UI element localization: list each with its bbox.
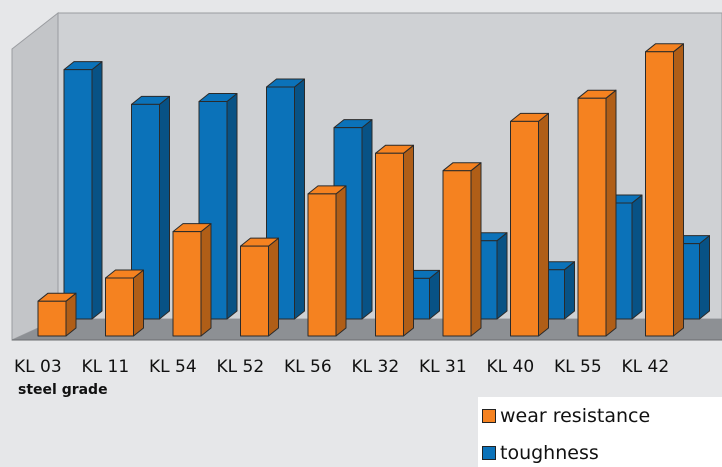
bar-wear-resistance-side [403, 144, 414, 337]
bar-wear-resistance [375, 144, 414, 337]
bar-wear-resistance-front [577, 97, 607, 337]
bar-toughness-side [159, 95, 170, 320]
bar-toughness-side [631, 194, 643, 320]
bar-wear-resistance [172, 223, 212, 337]
x-tick-label: KL 52 [217, 357, 265, 377]
bar-wear-resistance-front [240, 245, 269, 337]
bar-wear-resistance-side [605, 89, 617, 337]
x-tick-label: KL 40 [487, 357, 535, 377]
x-tick-label: KL 55 [554, 357, 602, 377]
x-tick-label: KL 31 [419, 357, 467, 377]
legend-swatch-wear-resistance [482, 409, 496, 423]
bar-toughness-side [294, 78, 305, 320]
bar-wear-resistance-front [510, 120, 539, 337]
bar-wear-resistance [645, 43, 684, 337]
bar-wear-resistance-side [268, 237, 279, 337]
bar-wear-resistance [37, 292, 77, 337]
bar-toughness [131, 95, 170, 320]
bar-toughness-side [699, 235, 710, 320]
chart-side-wall [11, 11, 59, 341]
bar-toughness [63, 61, 103, 320]
bar-toughness-front [131, 103, 160, 320]
bar-toughness-side [496, 232, 508, 320]
bar-wear-resistance-front [375, 152, 404, 337]
bar-toughness-front [63, 69, 93, 320]
bar-wear-resistance-side [133, 269, 144, 337]
bar-wear-resistance-front [172, 231, 202, 337]
bar-wear-resistance-front [442, 170, 472, 337]
legend-swatch-toughness [482, 446, 496, 460]
legend-item-toughness: toughness [482, 442, 599, 464]
bar-wear-resistance-side [673, 43, 684, 337]
bar-wear-resistance-front [105, 277, 134, 337]
bar-wear-resistance-side [200, 223, 212, 337]
bar-wear-resistance [510, 112, 549, 337]
bar-wear-resistance-side [335, 185, 347, 337]
bar-toughness-side [226, 93, 238, 320]
x-tick-label: KL 54 [149, 357, 197, 377]
bar-wear-resistance-front [37, 300, 67, 337]
bar-wear-resistance-front [307, 193, 337, 337]
legend-item-wear-resistance: wear resistance [482, 405, 650, 427]
x-tick-label: KL 56 [284, 357, 332, 377]
x-tick-label: KL 42 [622, 357, 670, 377]
x-axis-label: steel grade [18, 382, 108, 398]
bar-toughness-side [361, 119, 373, 320]
x-tick-label: KL 11 [82, 357, 130, 377]
bar-toughness-side [564, 261, 575, 320]
legend-label-wear-resistance: wear resistance [500, 405, 651, 427]
x-tick-label: KL 03 [14, 357, 62, 377]
legend-label-toughness: toughness [500, 442, 599, 464]
bars-layer [37, 43, 710, 337]
bar-wear-resistance [577, 89, 617, 337]
x-tick-label: KL 32 [352, 357, 400, 377]
bar-wear-resistance [240, 237, 279, 337]
bar-wear-resistance-side [538, 112, 549, 337]
bar-wear-resistance [442, 162, 482, 337]
bar-wear-resistance [307, 185, 347, 337]
bar-wear-resistance-side [470, 162, 482, 337]
bar-wear-resistance [105, 269, 144, 337]
tick-labels: KL 03 KL 11 KL 54 KL 52 KL 56 KL 32 KL 31 KL 40… [14, 357, 669, 377]
bar-toughness-side [91, 61, 103, 320]
legend: wear resistance toughness [478, 397, 722, 467]
bar-wear-resistance-front [645, 51, 674, 337]
